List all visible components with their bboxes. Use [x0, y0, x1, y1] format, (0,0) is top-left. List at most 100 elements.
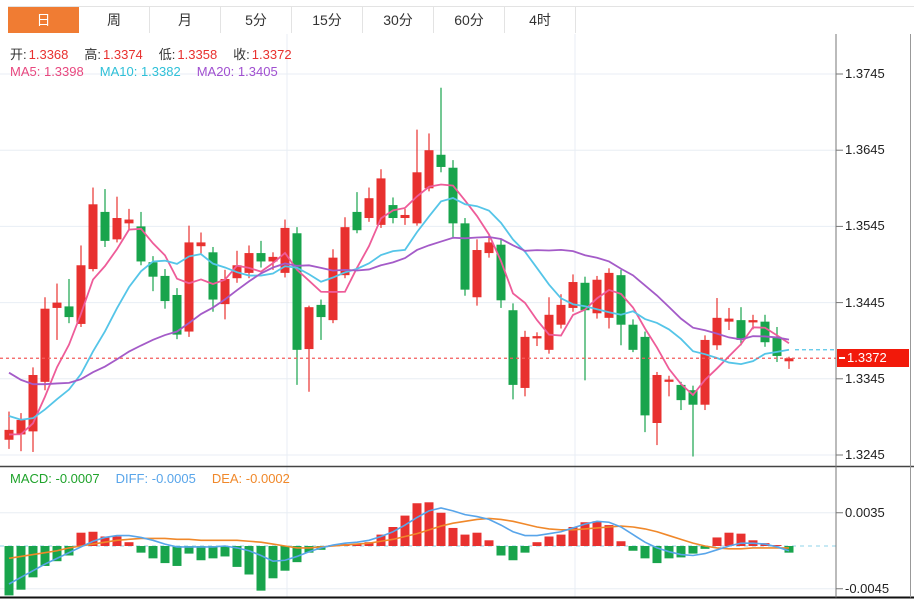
candle-body	[508, 310, 518, 385]
tab-m15[interactable]: 15分	[292, 7, 363, 33]
candle-body	[640, 336, 650, 416]
macd-bar	[244, 546, 254, 575]
macd-bar	[280, 546, 290, 571]
macd-axis-label: -0.0045	[845, 580, 890, 596]
diff-value-legend: DIFF: -0.0005	[115, 471, 196, 486]
axis-ticks	[836, 73, 843, 590]
candle-body	[676, 384, 686, 401]
macd-bar	[520, 546, 530, 553]
macd-bar	[616, 541, 626, 546]
macd-bar	[532, 542, 542, 546]
macd-bar	[688, 546, 698, 554]
borders-layer	[0, 34, 914, 599]
open-value: 1.3368	[28, 47, 69, 62]
ma5-line-layer	[8, 183, 790, 436]
badge-tick-icon	[839, 357, 845, 359]
macd-axis-label: 0.0035	[845, 504, 885, 520]
candle-body	[436, 154, 446, 167]
macd-bar	[484, 540, 494, 546]
price-axis-label: 1.3645	[845, 142, 885, 158]
candle-body	[412, 172, 422, 224]
candle-body	[112, 218, 122, 240]
candle-body	[484, 242, 494, 254]
macd-bar	[208, 546, 218, 559]
low-label: 低:	[158, 47, 176, 62]
candle-body	[652, 374, 662, 423]
high-pair: 高: 1.3374	[84, 47, 142, 62]
ohlc-legend: 开: 1.3368 高: 1.3374 低: 1.3358 收: 1.3372	[10, 44, 308, 63]
macd-bar	[268, 546, 278, 579]
candle-body	[196, 242, 206, 247]
tab-month[interactable]: 月	[150, 7, 221, 33]
candle-body	[532, 336, 542, 339]
candle-body	[280, 227, 290, 273]
candle-body	[556, 304, 566, 325]
tab-m5[interactable]: 5分	[221, 7, 292, 33]
close-label: 收:	[233, 47, 250, 62]
tab-week[interactable]: 周	[79, 7, 150, 33]
macd-legend: MACD: -0.0007 DIFF: -0.0005 DEA: -0.0002	[10, 471, 306, 486]
price-axis-label: 1.3545	[845, 218, 885, 234]
candle-body	[148, 262, 158, 277]
tab-h4[interactable]: 4时	[505, 7, 576, 33]
macd-histogram	[4, 502, 794, 596]
macd-bar	[472, 532, 482, 546]
candle-body	[700, 339, 710, 405]
candle-body	[688, 390, 698, 405]
macd-bar	[628, 546, 638, 551]
candle-body	[472, 250, 482, 298]
candle-body	[772, 336, 782, 356]
macd-bar	[100, 536, 110, 546]
ma10-line-layer	[8, 197, 790, 421]
macd-bar	[412, 503, 422, 546]
candle-body	[28, 374, 38, 432]
macd-bar	[4, 546, 14, 596]
candle-body	[580, 282, 590, 311]
ma20-legend: MA20: 1.3405	[196, 64, 278, 79]
macd-bar	[256, 546, 266, 591]
macd-bar	[460, 534, 470, 546]
close-value: 1.3372	[251, 47, 292, 62]
tab-m60[interactable]: 60分	[434, 7, 505, 33]
ma10-legend: MA10: 1.3382	[99, 64, 181, 79]
candle-body	[784, 358, 794, 362]
tab-day[interactable]: 日	[8, 7, 79, 33]
candle-body	[304, 307, 314, 350]
macd-bar	[64, 546, 74, 556]
macd-bar	[160, 546, 170, 564]
tab-m30[interactable]: 30分	[363, 7, 434, 33]
candle-body	[748, 320, 758, 323]
candle-body	[172, 294, 182, 335]
high-label: 高:	[84, 47, 102, 62]
macd-bar	[556, 534, 566, 546]
ma20-line-layer	[8, 236, 790, 386]
diff-layer	[8, 507, 790, 585]
macd-bar	[424, 502, 434, 546]
price-axis-label: 1.3245	[845, 447, 885, 462]
candle-body	[712, 317, 722, 346]
macd-bar	[544, 536, 554, 546]
price-axis-label: 1.3745	[845, 66, 885, 81]
macd-bar	[52, 546, 62, 562]
candle-body	[352, 211, 362, 231]
toolbar-divider	[8, 6, 914, 7]
candle-body	[268, 256, 278, 262]
macd-bar	[376, 534, 386, 546]
macd-bar	[136, 546, 146, 553]
diff-line	[8, 507, 790, 585]
macd-bar	[196, 546, 206, 561]
macd-bar	[676, 546, 686, 558]
macd-bar	[88, 531, 98, 546]
candle-body	[388, 205, 398, 219]
candle-body	[460, 223, 470, 290]
macd-bar	[220, 546, 230, 557]
macd-bar	[364, 542, 374, 546]
candle-body	[316, 304, 326, 318]
candle-body	[220, 278, 230, 305]
macd-value-legend: MACD: -0.0007	[10, 471, 100, 486]
macd-bar	[28, 546, 38, 578]
candle-body	[88, 204, 98, 270]
macd-bar	[712, 537, 722, 546]
